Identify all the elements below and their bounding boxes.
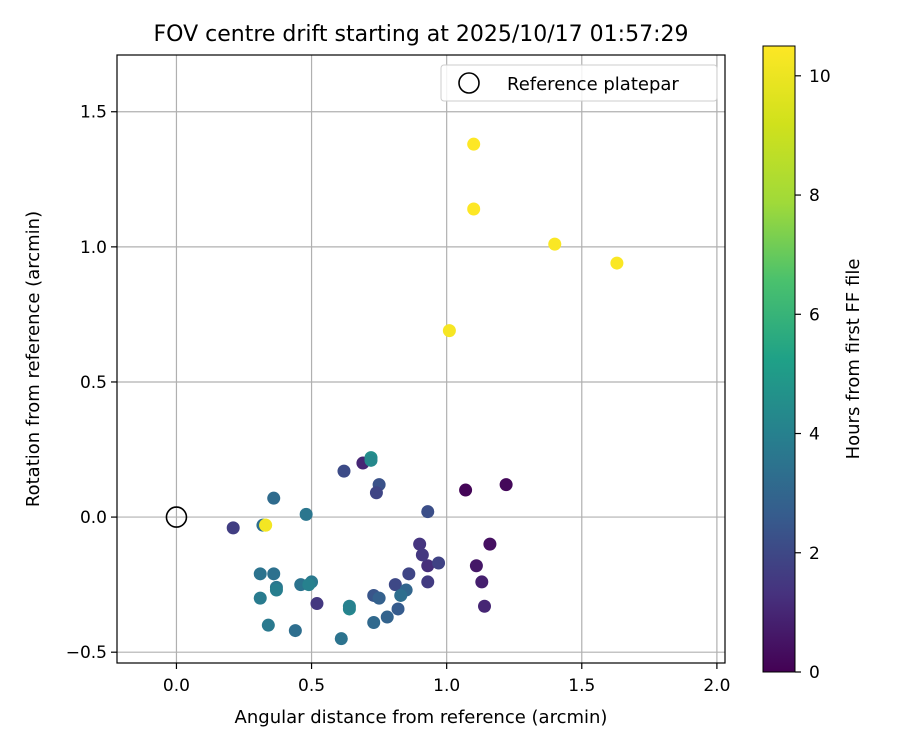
- data-point: [342, 599, 356, 613]
- plot-area: [116, 54, 726, 664]
- y-axis-ticks: −0.5 0.0 0.5 1.0 1.5: [66, 103, 117, 663]
- data-point: [402, 567, 416, 581]
- colorbar-tick-label: 10: [809, 67, 831, 87]
- data-point: [548, 237, 562, 251]
- data-point: [253, 591, 267, 605]
- y-tick-label: 0.0: [80, 508, 107, 528]
- data-point: [421, 505, 435, 519]
- plot-frame: [116, 54, 726, 664]
- data-point: [388, 578, 402, 592]
- data-point: [267, 567, 281, 581]
- data-point: [459, 483, 473, 497]
- data-point: [432, 556, 446, 570]
- data-point: [478, 599, 492, 613]
- data-point: [253, 567, 267, 581]
- grid-lines: [117, 55, 725, 663]
- x-tick-label: 1.5: [568, 676, 595, 696]
- legend-box: [440, 64, 718, 102]
- data-point: [310, 597, 324, 611]
- data-point: [421, 575, 435, 589]
- data-point: [415, 548, 429, 562]
- y-tick-label: −0.5: [66, 643, 107, 663]
- data-point: [467, 202, 481, 216]
- colorbar-gradient: [762, 45, 796, 673]
- legend: Reference platepar: [440, 64, 718, 102]
- data-point: [288, 624, 302, 638]
- x-axis-label: Angular distance from reference (arcmin): [235, 707, 608, 728]
- x-tick-label: 0.0: [163, 676, 190, 696]
- legend-label-reference: Reference platepar: [507, 74, 679, 95]
- data-point: [499, 478, 513, 492]
- y-axis-label: Rotation from reference (arcmin): [23, 211, 44, 507]
- data-point: [475, 575, 489, 589]
- data-point: [442, 324, 456, 338]
- data-point: [369, 486, 383, 500]
- data-point: [467, 137, 481, 151]
- x-tick-label: 1.0: [433, 676, 460, 696]
- data-point: [394, 588, 408, 602]
- y-tick-label: 1.5: [80, 103, 107, 123]
- x-tick-label: 2.0: [703, 676, 730, 696]
- data-point: [421, 559, 435, 573]
- data-points: [226, 137, 624, 646]
- data-point: [269, 583, 283, 597]
- data-point: [334, 632, 348, 646]
- data-point: [267, 491, 281, 505]
- colorbar-ticks: 0 2 4 6 8 10: [795, 67, 831, 683]
- data-point: [380, 610, 394, 624]
- colorbar-tick-label: 2: [809, 544, 820, 564]
- y-tick-label: 0.5: [80, 373, 107, 393]
- data-point: [261, 618, 275, 632]
- data-point: [367, 615, 381, 629]
- x-tick-label: 0.5: [298, 676, 325, 696]
- legend-marker-reference: [458, 72, 480, 94]
- data-point: [259, 518, 273, 532]
- reference-platepar-marker: [165, 506, 188, 528]
- colorbar-tick-label: 4: [809, 425, 820, 445]
- data-point: [483, 537, 497, 551]
- data-point: [391, 602, 405, 616]
- data-point: [337, 464, 351, 478]
- colorbar-tick-label: 6: [809, 305, 820, 325]
- colorbar-tick-label: 8: [809, 186, 820, 206]
- x-axis-ticks: 0.0 0.5 1.0 1.5 2.0: [163, 663, 730, 696]
- y-tick-label: 1.0: [80, 238, 107, 258]
- data-point: [364, 453, 378, 467]
- data-point: [469, 559, 483, 573]
- data-point: [413, 537, 427, 551]
- data-point: [372, 591, 386, 605]
- data-point: [299, 507, 313, 521]
- chart-title: FOV centre drift starting at 2025/10/17 …: [154, 22, 689, 47]
- colorbar-label: Hours from first FF file: [843, 259, 864, 460]
- data-point: [226, 521, 240, 535]
- colorbar-tick-label: 0: [809, 663, 820, 683]
- colorbar: 0 2 4 6 8 10 Hours from first FF file: [762, 45, 864, 683]
- data-point: [302, 578, 316, 592]
- data-point: [610, 256, 624, 270]
